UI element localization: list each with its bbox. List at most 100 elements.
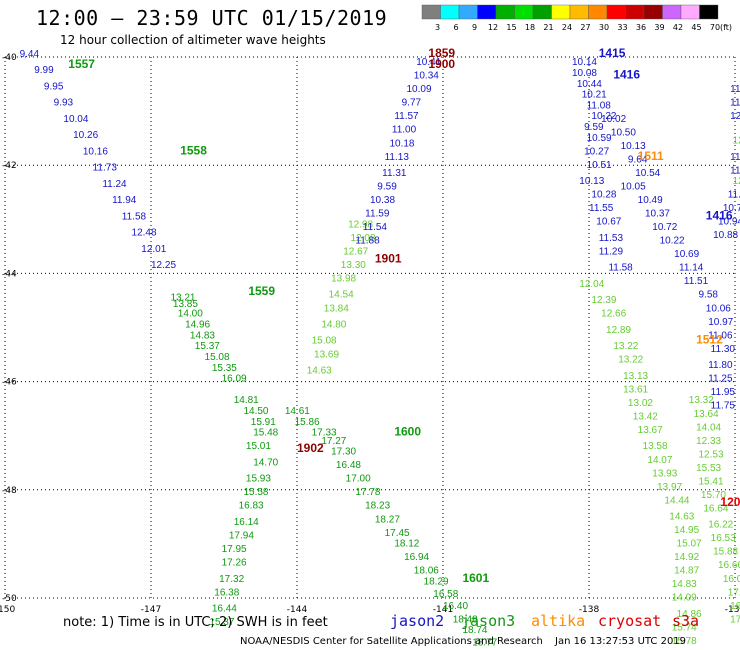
wave-height-point: 13.21 [170,292,195,303]
wave-height-point: 9.95 [44,81,64,92]
wave-height-point: 16.05 [723,574,740,585]
wave-height-point: 12.66 [601,309,626,320]
wave-height-point: 10.94 [718,217,740,228]
wave-height-point: 10.08 [572,68,597,79]
color-scale-unit: (ft) [720,23,732,32]
data-points: 13.2113.8514.0014.9614.8315.3715.0815.35… [20,49,740,649]
color-scale-tick: 24 [562,23,572,32]
wave-height-point: 10.44 [577,79,602,90]
wave-height-point: 10.22 [591,111,616,122]
color-scale-tick: 36 [636,23,646,32]
color-scale-swatch [662,4,682,20]
legend-satellite-jason3: jason3 [461,612,515,630]
wave-height-point: 15.07 [677,539,702,550]
wave-height-point: 10.38 [370,195,395,206]
wave-height-point: 10.22 [660,236,685,247]
wave-height-point: 11.88 [355,236,380,247]
wave-height-point: 15.53 [696,463,721,474]
color-scale-swatch [569,4,589,20]
wave-height-point: 13.22 [618,355,643,366]
wave-height-point: 10.41 [416,57,441,68]
wave-height-point: 13.97 [657,482,682,493]
color-scale-swatch [495,4,515,20]
wave-height-point: 10.59 [587,133,612,144]
wave-height-point: 12.25 [151,260,176,271]
wave-height-point: 10.27 [584,146,609,157]
wave-height-point: 16.44 [212,604,237,615]
wave-height-point: 12.98 [348,219,373,230]
wave-height-point: 14.92 [674,552,699,563]
wave-height-point: 10.18 [389,138,414,149]
wave-height-point: 14.70 [253,457,278,468]
wave-height-point: 10.97 [708,317,733,328]
wave-height-point: 14.00 [178,309,203,320]
wave-height-point: 17.32 [219,574,244,585]
wave-height-point: 11.55 [589,203,614,214]
wave-height-point: 13.93 [652,468,677,479]
wave-height-point: 12.20 [733,176,740,187]
wave-height-point: 13.64 [694,409,719,420]
wave-height-point: 11.53 [599,233,624,244]
legend-satellite-jason2: jason2 [390,612,444,630]
wave-height-point: 13.13 [623,371,648,382]
time-label: 1206 [720,495,740,509]
color-scale-tick: 45 [691,23,701,32]
wave-height-point: 11.1 [730,165,740,176]
wave-height-point: 10.05 [621,182,646,193]
wave-height-point: 11.33 [728,190,740,201]
wave-height-point: 15.58 [243,487,268,498]
wave-height-point: 11.94 [112,195,137,206]
wave-height-point: 13.58 [643,441,668,452]
wave-height-point: 15.93 [246,474,271,485]
wave-height-point: 18.29 [424,576,449,587]
wave-height-point: 16.09 [222,374,247,385]
color-scale-swatch [606,4,626,20]
wave-height-point: 11.30 [711,344,736,355]
wave-height-point: 11.54 [363,222,388,233]
wave-height-point: 18.06 [414,566,439,577]
time-label: 1859 [428,46,455,60]
wave-height-point: 14.44 [664,495,689,506]
wave-height-point: 10.04 [63,114,88,125]
wave-height-point: 10.54 [635,168,660,179]
wave-height-point: 11.73 [93,163,118,174]
axes: -150 -147 -144 -141 -138 -135 -40 -42 -44 -46 -48 -… [0,53,740,615]
wave-height-point: 14.83 [190,330,215,341]
y-tick-label: -44 [2,269,17,279]
wave-height-point: 11.00 [392,125,417,136]
time-label: 1558 [180,143,207,157]
color-scale-tick: 30 [599,23,609,32]
wave-height-point: 17.00 [346,474,371,485]
color-scale-swatch [421,4,441,20]
wave-height-point: 17.0 [730,614,740,625]
wave-height-point: 9.93 [54,98,74,109]
wave-height-point: 18.77 [472,638,497,649]
color-scale-swatch [532,4,552,20]
wave-height-point: 11.57 [394,111,419,122]
wave-height-point: 14.61 [285,406,310,417]
color-scale-tick: 27 [580,23,590,32]
color-scale-tick: 21 [543,23,553,32]
wave-height-point: 18.48 [453,614,478,625]
wave-height-point: 12.04 [579,279,604,290]
wave-height-point: 16.22 [708,520,733,531]
legend-note: note: 1) Time is in UTC; 2) SWH is in fe… [63,615,328,630]
y-tick-label: -50 [2,594,17,604]
wave-height-point: 10.50 [611,127,636,138]
wave-height-point: 15.78 [672,636,697,647]
wave-height-point: 14.86 [677,609,702,620]
color-scale-tick: 15 [506,23,516,32]
time-label: 1559 [248,284,275,298]
wave-height-point: 15.08 [205,352,230,363]
wave-height-point: 11.75 [711,401,736,412]
wave-height-point: 9.77 [402,98,422,109]
wave-height-point: 18.12 [394,539,419,550]
wave-height-point: 11.24 [102,179,127,190]
wave-height-point: 14.04 [696,422,721,433]
wave-height-point: 10.72 [723,203,740,214]
wave-height-point: 14.95 [674,525,699,536]
x-tick-label: -138 [579,605,600,615]
wave-height-point: 15.08 [312,336,337,347]
wave-height-point: 11.25 [708,374,733,385]
